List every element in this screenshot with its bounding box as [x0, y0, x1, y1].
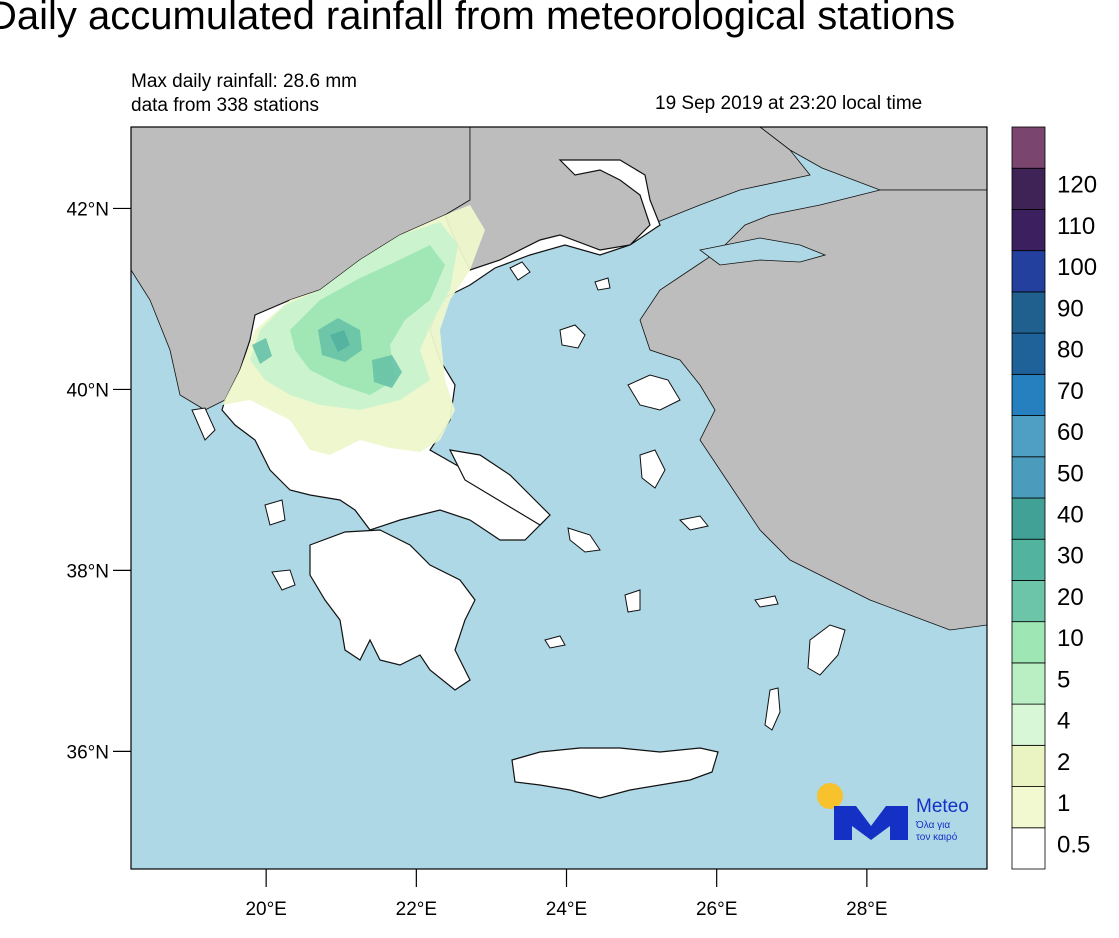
chios-island: [639, 449, 666, 489]
kos-island: [754, 595, 779, 608]
samos-island: [678, 515, 709, 531]
colorbar-label: 60: [1057, 419, 1084, 446]
rain-zone-10mm: [290, 245, 445, 395]
thasos-island: [509, 261, 531, 281]
colorbar-swatch: [1011, 126, 1046, 169]
map-title: Daily accumulated rainfall from meteorol…: [0, 0, 956, 38]
colorbar-swatch: [1011, 662, 1046, 705]
lon-tick-label: 26°E: [696, 899, 737, 920]
lesvos-island: [627, 374, 681, 411]
colorbar-swatch: [1011, 538, 1046, 581]
rainfall-colorbar: 0.5 1 2 4 5 10 20 30 40 50 60 70 80 90 100 110 120: [1011, 126, 1097, 870]
corfu-island: [191, 407, 216, 441]
lemnos-island: [559, 324, 586, 349]
max-rainfall-label: Max daily rainfall: 28.6 mm: [131, 71, 357, 92]
lon-tick-label: 24°E: [546, 899, 587, 920]
colorbar-label: 10: [1057, 625, 1084, 652]
colorbar-label: 20: [1057, 584, 1084, 611]
datetime-label: 19 Sep 2019 at 23:20 local time: [655, 93, 923, 114]
colorbar-label: 1: [1057, 790, 1070, 817]
colorbar-swatch: [1011, 209, 1046, 252]
logo-tagline-2: τον καιρό: [916, 831, 958, 843]
milos-island: [544, 635, 566, 649]
andros-island: [567, 527, 601, 553]
logo-tagline-1: Όλα για: [915, 820, 950, 831]
lat-tick-label: 38°N: [67, 561, 109, 582]
lat-tick-label: 40°N: [67, 380, 109, 401]
karpathos-island: [764, 687, 781, 731]
colorbar-swatch: [1011, 332, 1046, 375]
colorbar-label: 30: [1057, 543, 1084, 570]
colorbar-label: 90: [1057, 295, 1084, 322]
turkey-anatolia: [639, 189, 987, 631]
kefalonia-island: [264, 499, 286, 526]
meteo-m-logo-icon: [834, 806, 908, 840]
colorbar-swatch: [1011, 167, 1046, 210]
islands: [191, 261, 846, 731]
lat-tick-label: 42°N: [67, 199, 109, 220]
lon-tick-label: 22°E: [396, 899, 437, 920]
colorbar-swatch: [1011, 497, 1046, 540]
colorbar-label: 40: [1057, 501, 1084, 528]
colorbar-swatch: [1011, 291, 1046, 334]
map-frame-content: [131, 127, 987, 869]
rainfall-shading: [222, 205, 485, 455]
longitude-axis: 20°E 22°E 24°E 26°E 28°E: [245, 869, 888, 920]
colorbar-label: 80: [1057, 337, 1084, 364]
latitude-axis: 42°N 40°N 38°N 36°N: [67, 199, 131, 763]
colorbar-swatch: [1011, 373, 1046, 416]
rain-zone-30mm: [330, 330, 350, 352]
rhodes-island: [807, 624, 846, 676]
evia-island: [448, 449, 551, 526]
colorbar-swatch: [1011, 415, 1046, 458]
rain-zone-20mm-c: [252, 338, 272, 364]
peloponnese: [309, 529, 476, 691]
colorbar-swatch: [1011, 703, 1046, 746]
rain-zone-20mm-b: [372, 355, 402, 388]
samothraki-island: [594, 277, 611, 291]
colorbar-label: 70: [1057, 378, 1084, 405]
colorbar-label: 120: [1057, 172, 1097, 199]
colorbar-label: 0.5: [1057, 831, 1090, 858]
colorbar-label: 4: [1057, 708, 1070, 735]
lon-tick-label: 20°E: [245, 899, 286, 920]
colorbar-swatch: [1011, 456, 1046, 499]
crete-island: [511, 747, 719, 799]
neighbor-countries: [131, 127, 987, 631]
colorbar-swatch: [1011, 580, 1046, 623]
colorbar-swatch: [1011, 827, 1046, 870]
logo-name: Meteo: [916, 796, 969, 817]
colorbar-label: 100: [1057, 254, 1097, 281]
colorbar-label: 5: [1057, 666, 1070, 693]
marmara-sea: [699, 237, 827, 266]
colorbar-swatch: [1011, 250, 1046, 293]
map-frame-border: [130, 126, 988, 870]
colorbar-label: 110: [1057, 213, 1095, 240]
zakynthos-island: [271, 569, 296, 591]
naxos-island: [624, 589, 641, 613]
lat-tick-label: 36°N: [67, 742, 109, 763]
colorbar-label: 2: [1057, 749, 1070, 776]
lon-tick-label: 28°E: [846, 899, 887, 920]
meteo-logo: Meteo Όλα για τον καιρό: [817, 783, 969, 843]
colorbar-swatch: [1011, 744, 1046, 787]
colorbar-swatch: [1011, 621, 1046, 664]
colorbar-label: 50: [1057, 460, 1084, 487]
station-count-label: data from 338 stations: [131, 95, 319, 116]
colorbar-swatch: [1011, 786, 1046, 829]
sun-icon: [817, 783, 843, 809]
